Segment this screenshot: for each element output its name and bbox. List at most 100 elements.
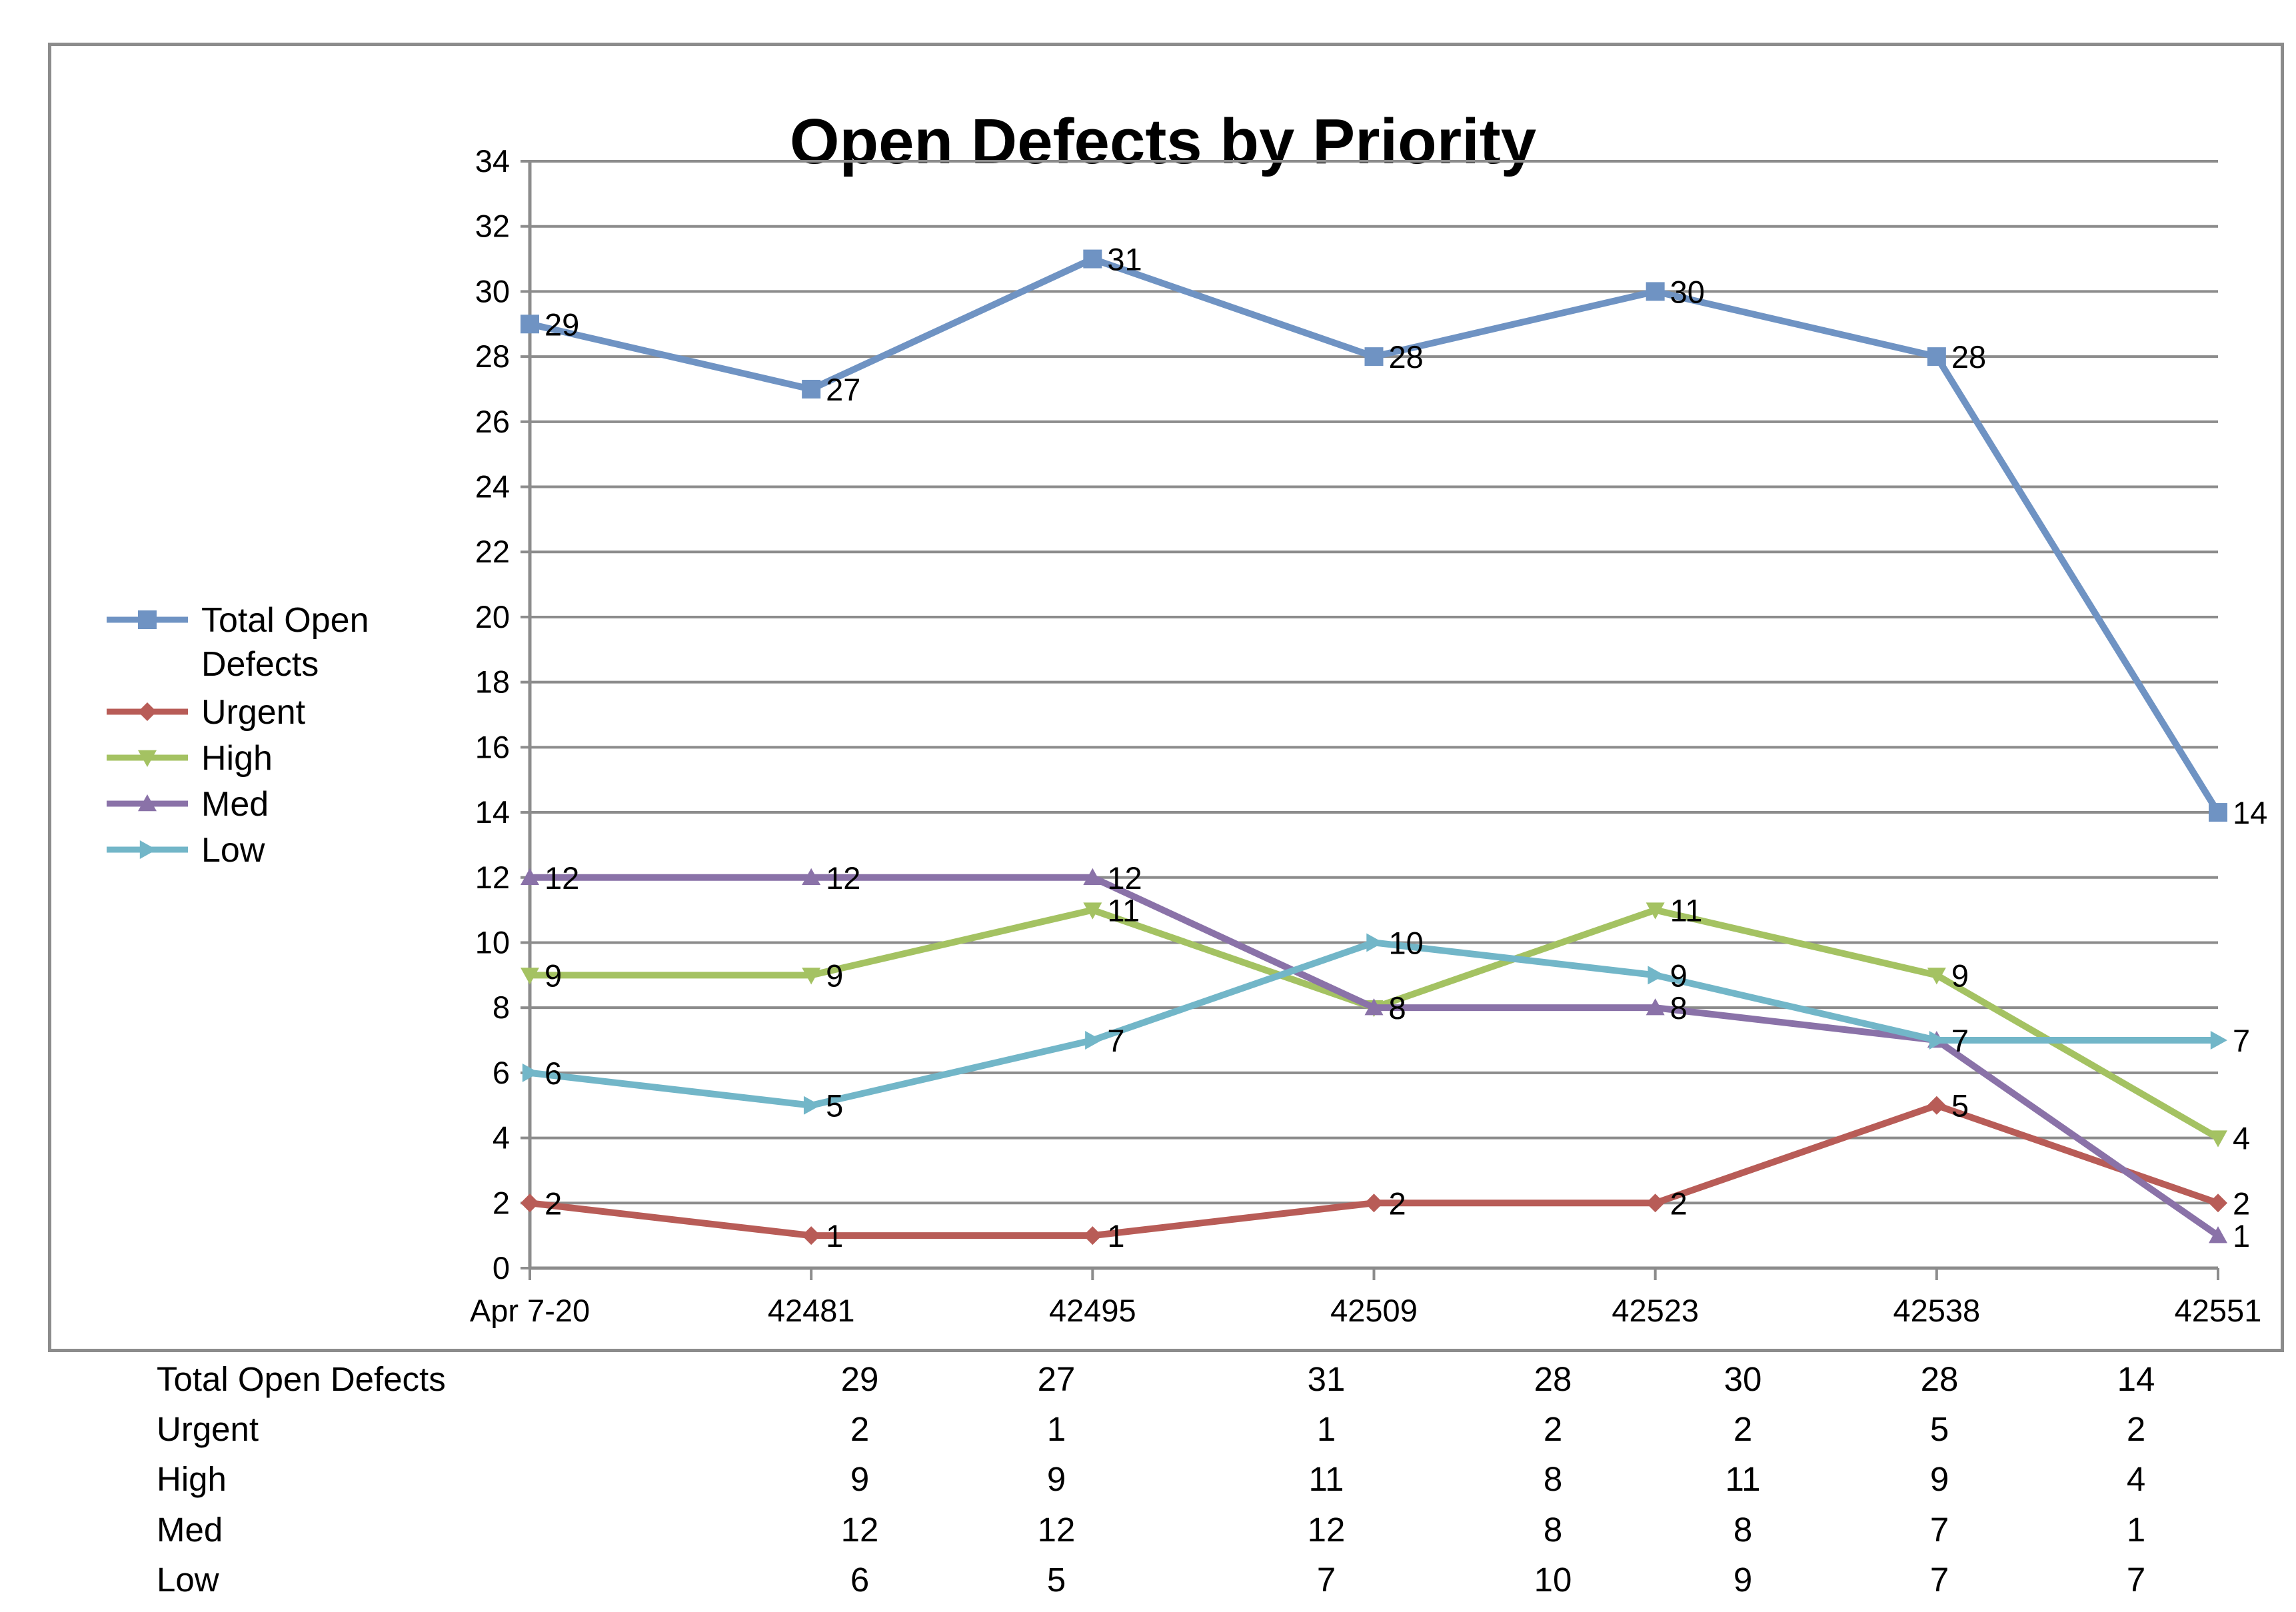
table-cell: 2 <box>1733 1410 1753 1448</box>
data-point <box>1083 249 1102 269</box>
x-tick-label: 42509 <box>1330 1293 1418 1328</box>
chart-frame <box>48 43 2284 1352</box>
data-point <box>1927 1096 1946 1115</box>
y-tick-label: 12 <box>475 860 510 895</box>
table-cell: 1 <box>1316 1410 1336 1448</box>
x-tick-label: 42481 <box>768 1293 855 1328</box>
y-tick-label: 18 <box>475 664 510 700</box>
table-cell: 5 <box>1046 1561 1066 1599</box>
table-cell: 9 <box>1046 1460 1066 1498</box>
legend-marker <box>139 840 157 859</box>
table-cell: 2 <box>1543 1410 1563 1448</box>
y-tick-label: 34 <box>475 143 510 179</box>
chart-title: Open Defects by Priority <box>790 106 1536 177</box>
y-tick-label: 0 <box>493 1250 510 1285</box>
x-tick-label: Apr 7-20 <box>470 1293 590 1328</box>
table-cell: 4 <box>2126 1460 2146 1498</box>
legend-marker <box>138 610 157 629</box>
legend-label: Med <box>201 785 269 824</box>
table-row-label: Total Open Defects <box>157 1360 446 1398</box>
legend-label: Total Open <box>201 601 369 640</box>
data-label: 8 <box>1670 990 1688 1026</box>
series-lines <box>521 249 2227 1245</box>
data-point <box>1083 1226 1102 1245</box>
data-point <box>802 968 821 985</box>
gridlines <box>530 160 2218 1205</box>
x-tick-label: 42551 <box>2175 1293 2262 1328</box>
data-label: 11 <box>1670 893 1703 928</box>
data-label: 4 <box>2233 1121 2250 1156</box>
y-tick-label: 8 <box>493 990 510 1025</box>
data-label: 29 <box>545 307 579 342</box>
data-point <box>802 379 821 399</box>
table-cell: 5 <box>1929 1410 1949 1448</box>
data-point <box>2209 803 2227 822</box>
data-point <box>1646 282 1665 301</box>
data-point <box>1364 1194 1384 1213</box>
table-cell: 7 <box>2126 1561 2146 1599</box>
x-tick-label: 42495 <box>1049 1293 1136 1328</box>
data-point <box>1364 998 1384 1016</box>
y-tick-label: 28 <box>475 339 510 374</box>
table-cell: 12 <box>840 1511 879 1549</box>
table-row-label: Med <box>157 1511 223 1549</box>
data-label: 2 <box>1389 1186 1406 1221</box>
data-label: 8 <box>1389 990 1406 1026</box>
data-label: 27 <box>826 372 860 407</box>
x-tick-label: 42538 <box>1893 1293 1980 1328</box>
data-point <box>1083 902 1102 920</box>
table-cell: 1 <box>2126 1511 2146 1549</box>
table-cell: 12 <box>1037 1511 1076 1549</box>
table-cell: 10 <box>1534 1561 1572 1599</box>
data-label: 1 <box>1107 1218 1124 1253</box>
y-tick-label: 6 <box>493 1055 510 1090</box>
data-label: 9 <box>1951 958 1969 993</box>
data-label: 28 <box>1389 339 1424 375</box>
y-tick-label: 2 <box>493 1185 510 1220</box>
y-tick-label: 32 <box>475 209 510 244</box>
table-cell: 11 <box>1725 1460 1761 1498</box>
data-label: 9 <box>1670 958 1688 993</box>
data-point <box>2209 1130 2227 1148</box>
data-point <box>2210 1031 2227 1050</box>
table-cell: 6 <box>850 1561 870 1599</box>
data-point <box>522 1063 539 1082</box>
legend-marker <box>138 750 157 767</box>
table-cell: 29 <box>840 1360 879 1398</box>
table-cell: 12 <box>1307 1511 1346 1549</box>
table-cell: 8 <box>1733 1511 1753 1549</box>
data-point <box>1927 968 1946 985</box>
data-label: 7 <box>2233 1023 2250 1058</box>
y-tick-label: 10 <box>475 924 510 960</box>
legend-label: Defects <box>201 645 319 684</box>
table-cell: 27 <box>1037 1360 1076 1398</box>
y-tick-label: 14 <box>475 794 510 830</box>
data-point <box>1929 1031 1946 1050</box>
table-cell: 30 <box>1723 1360 1762 1398</box>
data-label: 1 <box>826 1218 843 1253</box>
data-label: 10 <box>1389 925 1424 960</box>
data-label: 5 <box>1951 1088 1969 1124</box>
legend-label: Urgent <box>201 693 306 732</box>
y-tick-label: 16 <box>475 729 510 764</box>
table-cell: 14 <box>2117 1360 2155 1398</box>
table-row-label: High <box>157 1460 227 1498</box>
data-label: 8 <box>1389 990 1406 1026</box>
data-point <box>803 1096 821 1115</box>
data-label: 12 <box>545 860 579 896</box>
data-point <box>521 968 539 985</box>
data-point <box>802 868 821 885</box>
table-cell: 28 <box>1534 1360 1572 1398</box>
data-point <box>1648 966 1665 985</box>
data-point <box>1927 347 1946 367</box>
table-cell: 9 <box>1733 1561 1753 1599</box>
data-point <box>1085 1031 1102 1050</box>
data-label: 30 <box>1670 274 1705 309</box>
data-point <box>1646 1194 1665 1213</box>
table-row-label: Low <box>157 1561 219 1599</box>
y-tick-label: 30 <box>475 273 510 309</box>
legend-marker <box>138 702 157 721</box>
